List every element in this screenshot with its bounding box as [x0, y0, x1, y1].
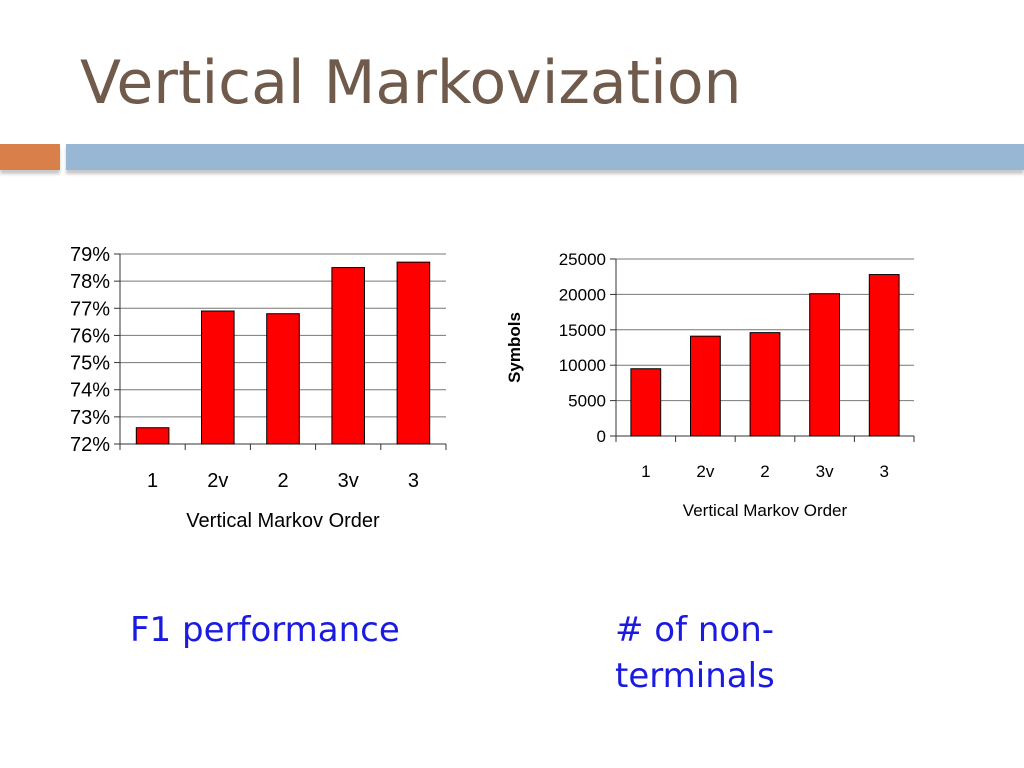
symbols-bar-chart: 0 5000 10000 15000 20000 25000 1 2v 2 3v 3 Vertical…	[505, 250, 915, 520]
f1-x-tick-label: 2	[277, 470, 288, 492]
caption-nonterminals-line2: terminals	[615, 656, 775, 696]
caption-nonterminals: # of non- terminals	[615, 607, 775, 699]
f1-y-tick-label: 74%	[70, 380, 110, 402]
symbols-y-tick-label: 0	[597, 427, 606, 446]
symbols-bar-2v	[690, 335, 721, 437]
f1-x-axis-title: Vertical Markov Order	[186, 510, 380, 532]
f1-bar-3v	[331, 267, 365, 445]
symbols-y-tick-label: 15000	[559, 321, 606, 340]
f1-y-tick-label: 72%	[70, 434, 110, 456]
f1-y-tick-label: 77%	[70, 298, 110, 320]
f1-bar-3	[396, 261, 431, 445]
f1-y-tick-label: 75%	[70, 353, 110, 375]
symbols-y-tick-label: 25000	[559, 250, 606, 269]
symbols-x-tick-label: 3v	[816, 462, 834, 481]
f1-bar-chart: 72% 73% 74% 75% 76% 77% 78% 79% 1 2v 2 3v 3 Vertical …	[70, 244, 447, 532]
symbols-bar-1	[630, 368, 662, 437]
f1-x-tick-label: 3v	[338, 470, 359, 492]
f1-y-tick-label: 73%	[70, 407, 110, 429]
accent-bar-blue	[66, 144, 1024, 170]
symbols-x-tick-label: 1	[641, 462, 650, 481]
symbols-bar-3v	[809, 293, 841, 437]
symbols-x-tick-label: 2v	[696, 462, 714, 481]
f1-x-tick-label: 3	[408, 470, 419, 492]
symbols-x-axis-title: Vertical Markov Order	[683, 501, 848, 520]
f1-bar-2v	[201, 310, 235, 445]
symbols-bar-2	[749, 332, 781, 437]
f1-y-tick-label: 78%	[70, 271, 110, 293]
f1-y-tick-label: 79%	[70, 244, 110, 266]
slide-title: Vertical Markovization	[80, 48, 742, 118]
accent-bar-orange	[0, 144, 60, 170]
f1-x-tick-label: 2v	[207, 470, 228, 492]
symbols-x-tick-label: 3	[879, 462, 888, 481]
f1-bar-2	[266, 313, 300, 445]
symbols-y-tick-label: 10000	[559, 356, 606, 375]
f1-x-tick-label: 1	[147, 470, 158, 492]
caption-f1: F1 performance	[130, 610, 400, 650]
symbols-y-axis-title: Symbols	[505, 312, 524, 383]
f1-y-tick-label: 76%	[70, 325, 110, 347]
symbols-y-tick-label: 5000	[568, 392, 606, 411]
symbols-bar-3	[868, 274, 900, 437]
symbols-x-tick-label: 2	[760, 462, 769, 481]
caption-nonterminals-line1: # of non-	[615, 610, 775, 650]
f1-bar-1	[135, 427, 170, 445]
symbols-y-tick-label: 20000	[559, 285, 606, 304]
